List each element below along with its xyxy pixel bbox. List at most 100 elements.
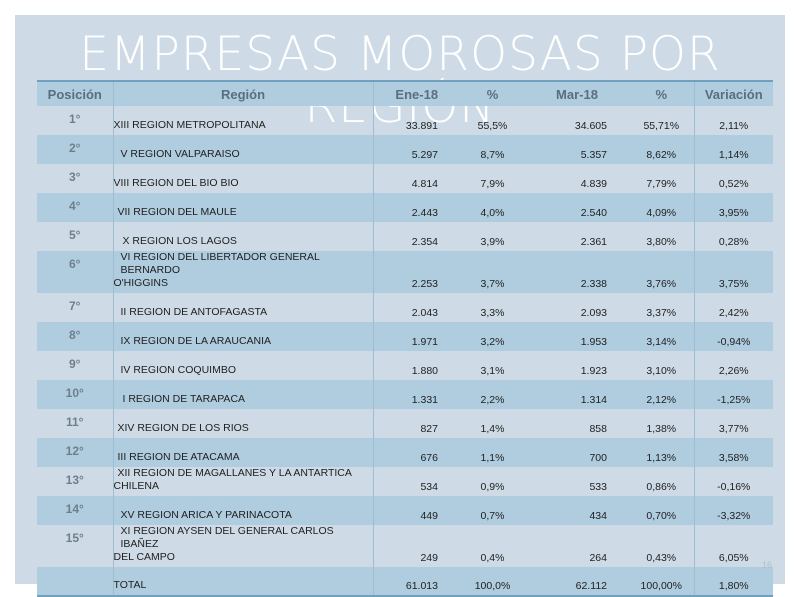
region-cell: II REGION DE ANTOFAGASTA — [112, 293, 373, 322]
jan-cell: 249 — [372, 525, 460, 567]
region-name: V REGION VALPARAISO — [120, 148, 240, 160]
pct-mar-cell: 1,38% — [646, 423, 677, 435]
pct-mar-cell: 3,10% — [646, 365, 677, 377]
table-row: 11° XIV REGION DE LOS RIOS 827 1,4% 858 … — [37, 409, 773, 438]
mar-cell: 2.338 — [525, 251, 629, 293]
position-cell: 14° — [37, 496, 113, 525]
jan-cell: 2.043 — [372, 293, 460, 322]
pct-mar-cell: 0,70% — [629, 496, 694, 525]
total-label: TOTAL — [112, 567, 373, 596]
pct-jan-cell: 2,2% — [460, 380, 525, 409]
region-name-line2: DEL CAMPO — [113, 551, 175, 563]
position-cell: 15° — [65, 531, 84, 545]
region-name: XIV REGION DE LOS RIOS — [117, 422, 249, 434]
region-name-line1: XII REGION DE MAGALLANES Y LA ANTARTICA — [117, 467, 352, 479]
mar-cell: 2.540 — [525, 193, 629, 222]
table-row: 2° V REGION VALPARAISO 5.297 8,7% 5.357 … — [37, 135, 773, 164]
position-cell: 6° — [37, 251, 113, 293]
table-header-row: Posición Región Ene-18 % Mar-18 % Variac… — [37, 81, 773, 106]
position-cell: 3° — [69, 170, 81, 184]
jan-cell: 2.253 — [372, 251, 460, 293]
region-cell: XII REGION DE MAGALLANES Y LA ANTARTICA C… — [112, 467, 373, 496]
region-name-line2: CHILENA — [113, 480, 160, 492]
pct-jan-cell: 4,0% — [460, 193, 525, 222]
table-row: 7° II REGION DE ANTOFAGASTA 2.043 3,3% 2… — [37, 293, 773, 322]
variation-cell: 1,14% — [693, 135, 773, 164]
region-cell: X REGION LOS LAGOS — [112, 222, 373, 251]
total-row: TOTAL 61.013 100,0% 62.112 100,00% 1,80% — [37, 567, 773, 596]
pct-mar-cell: 4,09% — [629, 193, 694, 222]
jan-cell: 2.354 — [372, 222, 460, 251]
variation-cell: -1,25% — [693, 380, 773, 409]
table-row: 3° VIII REGION DEL BIO BIO 4.814 7,9% 4.… — [37, 164, 773, 193]
table-row: 13° XII REGION DE MAGALLANES Y LA ANTART… — [37, 467, 773, 496]
region-name: XV REGION ARICA Y PARINACOTA — [120, 509, 292, 521]
variation-cell: 2,11% — [693, 106, 773, 135]
pct-mar-cell: 8,62% — [629, 135, 694, 164]
variation-cell: 0,52% — [693, 164, 773, 193]
pct-jan-cell: 3,3% — [480, 307, 505, 319]
pct-jan-cell: 7,9% — [480, 178, 505, 190]
region-cell: IX REGION DE LA ARAUCANIA — [112, 322, 373, 351]
mar-cell: 533 — [589, 481, 607, 493]
table-row: 9° IV REGION COQUIMBO 1.880 3,1% 1.923 3… — [37, 351, 773, 380]
jan-cell: 1.971 — [372, 322, 460, 351]
pct-jan-cell: 3,9% — [480, 236, 505, 248]
region-cell: XI REGION AYSEN DEL GENERAL CARLOS IBAÑE… — [112, 525, 373, 567]
pct-jan-cell: 55,5% — [477, 120, 508, 132]
mar-cell: 2.361 — [580, 236, 607, 248]
header-region: Región — [112, 81, 373, 106]
mar-cell: 1.923 — [580, 365, 607, 377]
pct-mar-cell: 0,86% — [646, 481, 677, 493]
total-pct-jan-cell: 100,0% — [460, 567, 525, 596]
region-name: I REGION DE TARAPACA — [122, 393, 246, 405]
header-position: Posición — [37, 81, 113, 106]
variation-cell: 3,75% — [693, 251, 773, 293]
mar-cell: 700 — [525, 438, 629, 467]
table-row: 4° VII REGION DEL MAULE 2.443 4,0% 2.540… — [37, 193, 773, 222]
table-row: 14° XV REGION ARICA Y PARINACOTA 449 0,7… — [37, 496, 773, 525]
region-name: X REGION LOS LAGOS — [122, 235, 237, 247]
region-name: IX REGION DE LA ARAUCANIA — [120, 335, 272, 347]
slide: EMPRESAS MOROSAS POR REGIÓN Posición Reg… — [15, 15, 785, 597]
region-name-line1: VI REGION DEL LIBERTADOR GENERAL BERNARD… — [120, 251, 320, 276]
pct-jan-cell: 8,7% — [460, 135, 525, 164]
position-cell: 1° — [69, 112, 81, 126]
region-name: II REGION DE ANTOFAGASTA — [120, 306, 268, 318]
pct-jan-cell: 0,7% — [460, 496, 525, 525]
table-row: 12° III REGION DE ATACAMA 676 1,1% 700 1… — [37, 438, 773, 467]
position-cell: 12° — [37, 438, 113, 467]
pct-jan-cell: 0,4% — [480, 552, 505, 564]
total-variation-cell: 1,80% — [693, 567, 773, 596]
mar-cell: 264 — [589, 552, 607, 564]
mar-cell: 5.357 — [525, 135, 629, 164]
region-cell: III REGION DE ATACAMA — [112, 438, 373, 467]
region-name-line1: XI REGION AYSEN DEL GENERAL CARLOS IBAÑE… — [120, 525, 334, 550]
jan-cell: 2.443 — [372, 193, 460, 222]
pct-jan-cell: 1,4% — [480, 423, 505, 435]
pct-jan-cell: 1,1% — [460, 438, 525, 467]
pct-mar-cell: 3,80% — [646, 236, 677, 248]
region-name-line2: O'HIGGINS — [113, 277, 169, 289]
pct-jan-cell: 3,7% — [460, 251, 525, 293]
region-cell: V REGION VALPARAISO — [112, 135, 373, 164]
total-pct-mar-cell: 100,00% — [629, 567, 694, 596]
variation-cell: -0,94% — [693, 322, 773, 351]
pct-mar-cell: 3,37% — [646, 307, 677, 319]
mar-cell: 434 — [525, 496, 629, 525]
mar-cell: 858 — [589, 423, 607, 435]
jan-cell: 5.297 — [372, 135, 460, 164]
position-cell: 10° — [37, 380, 113, 409]
total-jan-cell: 61.013 — [372, 567, 460, 596]
table-row: 15° XI REGION AYSEN DEL GENERAL CARLOS I… — [37, 525, 773, 567]
region-cell: I REGION DE TARAPACA — [112, 380, 373, 409]
position-cell: 2° — [37, 135, 113, 164]
header-pct-jan: % — [460, 81, 525, 106]
region-cell: VII REGION DEL MAULE — [112, 193, 373, 222]
variation-cell: 0,28% — [693, 222, 773, 251]
pct-mar-cell: 0,43% — [646, 552, 677, 564]
pct-mar-cell: 3,14% — [629, 322, 694, 351]
pct-mar-cell: 2,12% — [629, 380, 694, 409]
header-pct-mar: % — [629, 81, 694, 106]
variation-cell: 2,26% — [693, 351, 773, 380]
